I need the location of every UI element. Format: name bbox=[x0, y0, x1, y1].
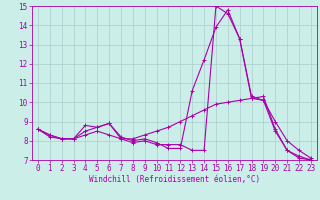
X-axis label: Windchill (Refroidissement éolien,°C): Windchill (Refroidissement éolien,°C) bbox=[89, 175, 260, 184]
